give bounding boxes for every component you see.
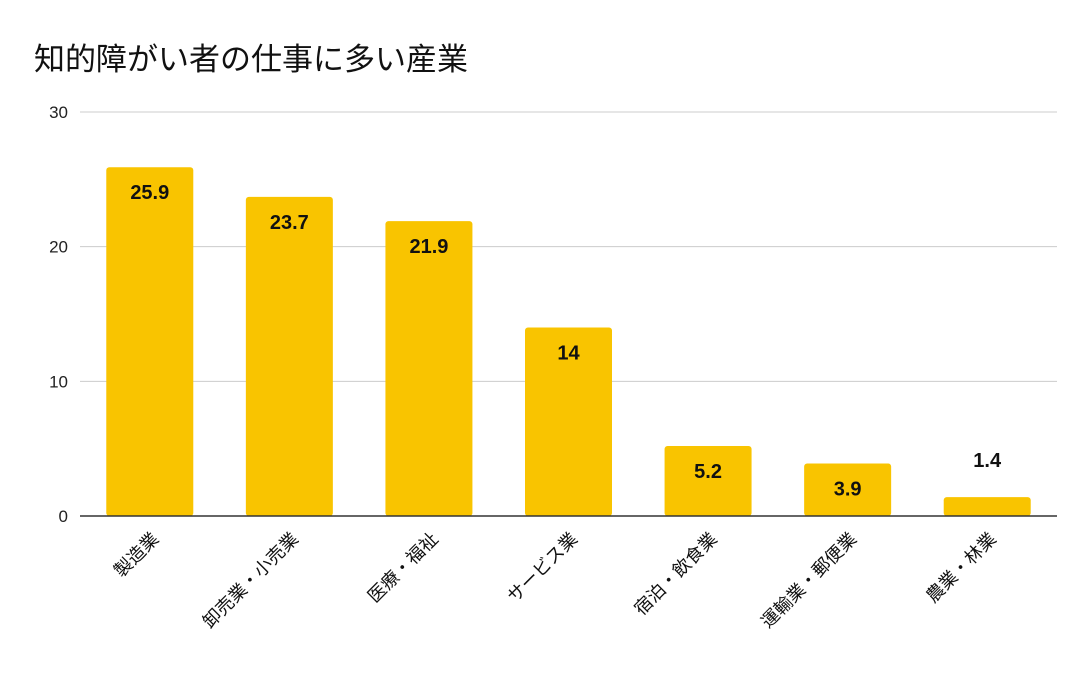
x-axis-ticks: 製造業 卸売業・小売業 医療・福祉 サービス業 宿泊・飲食業 運輸業・郵便業 農業・林業: [110, 529, 1000, 633]
data-label: 21.9: [409, 236, 448, 258]
bars: [106, 167, 1031, 517]
data-label: 1.4: [973, 450, 1002, 472]
x-tick-label: 卸売業・小売業: [199, 529, 303, 633]
x-tick-label: 運輸業・郵便業: [757, 529, 861, 633]
data-label: 14: [557, 342, 580, 364]
bar: [106, 167, 194, 517]
bar: [385, 221, 473, 516]
data-labels: 25.9 23.7 21.9 14 5.2 3.9 1.4: [130, 182, 1002, 500]
data-label: 5.2: [694, 461, 722, 483]
x-tick-label: 宿泊・飲食業: [630, 529, 721, 620]
y-tick-label: 20: [49, 238, 68, 257]
data-label: 3.9: [834, 478, 862, 500]
data-label: 23.7: [270, 212, 309, 234]
data-label: 25.9: [130, 182, 169, 204]
bar: [664, 445, 752, 516]
bar: [804, 463, 892, 516]
bar: [943, 497, 1031, 516]
bar: [525, 327, 612, 516]
x-tick-label: 農業・林業: [922, 529, 1000, 607]
y-tick-label: 0: [59, 507, 68, 526]
y-tick-label: 10: [49, 372, 68, 391]
y-axis-ticks: 0 10 20 30: [49, 103, 68, 526]
x-tick-label: 製造業: [110, 529, 163, 582]
x-tick-label: 医療・福祉: [364, 529, 442, 607]
y-tick-label: 30: [49, 103, 68, 122]
chart-title: 知的障がい者の仕事に多い産業: [34, 42, 468, 78]
bar: [245, 196, 333, 516]
x-tick-label: サービス業: [504, 529, 582, 607]
